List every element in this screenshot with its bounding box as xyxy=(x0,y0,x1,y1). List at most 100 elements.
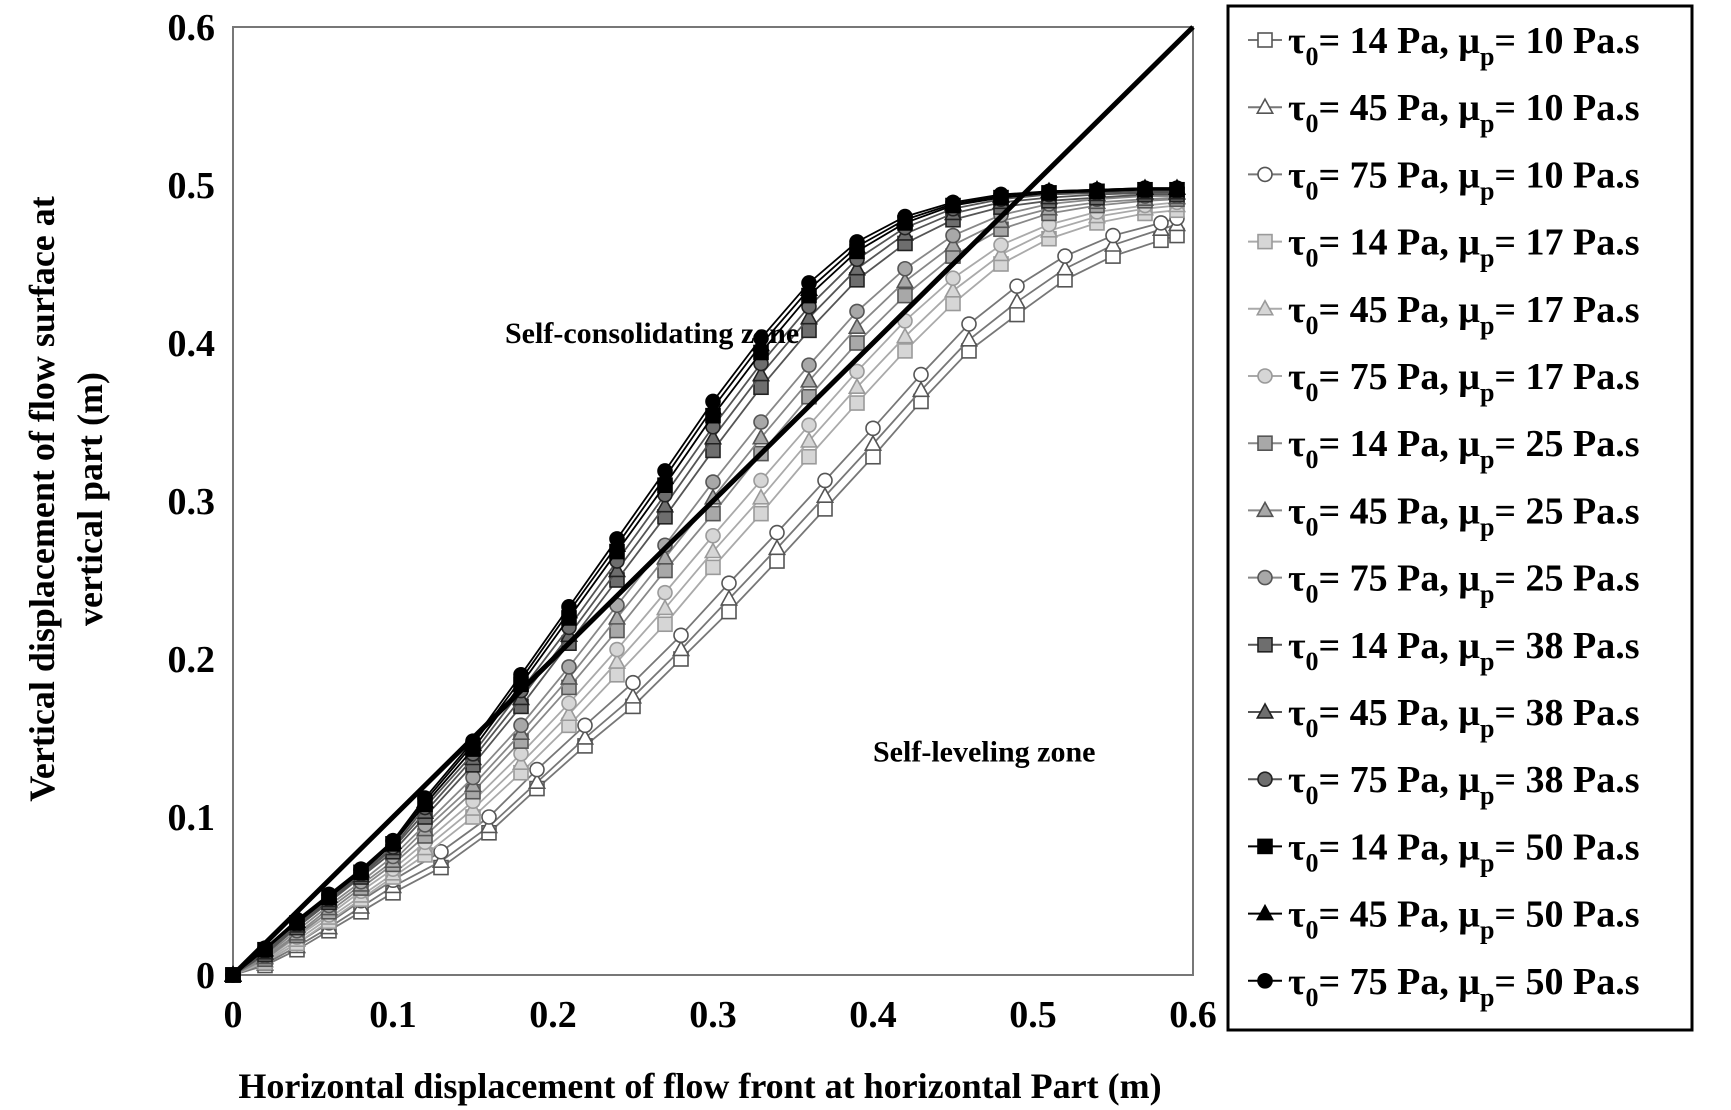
legend-label: τ0= 14 Pa, μp= 25 Pa.s xyxy=(1288,423,1640,474)
series-3-point xyxy=(865,420,881,437)
series-9-point xyxy=(705,474,721,490)
series-8-point xyxy=(607,608,627,625)
series-3-point xyxy=(817,472,833,489)
series-1-point xyxy=(721,603,737,620)
series-15-point xyxy=(1137,180,1153,196)
series-8-point xyxy=(943,235,963,252)
series-7-point xyxy=(849,335,865,351)
series-15-point xyxy=(385,832,401,849)
series-4-point xyxy=(945,295,961,312)
series-6-point xyxy=(753,472,769,489)
legend-entry: τ0= 14 Pa, μp= 38 Pa.s xyxy=(1248,625,1640,676)
series-2-point xyxy=(1103,235,1123,252)
series-9-point xyxy=(801,357,817,373)
series-3-point xyxy=(1153,215,1169,231)
legend-label: τ0= 14 Pa, μp= 10 Pa.s xyxy=(1288,20,1640,71)
series-5-point xyxy=(607,652,627,669)
series-6-point xyxy=(801,417,817,433)
series-1-point xyxy=(817,501,833,517)
y-axis-title-line-1: Vertical displacement of flow surface at xyxy=(22,196,62,802)
x-tick-label: 0.6 xyxy=(1169,994,1217,1036)
series-3-point xyxy=(721,575,737,591)
y-tick-label: 0.3 xyxy=(168,481,216,523)
series-3-point xyxy=(1009,278,1025,294)
series-2-point xyxy=(767,538,787,556)
series-11-point xyxy=(655,496,675,513)
series-4-point xyxy=(609,666,625,683)
x-tick-label: 0.1 xyxy=(369,994,417,1036)
legend-entry: τ0= 75 Pa, μp= 10 Pa.s xyxy=(1248,154,1640,205)
legend-entry: τ0= 45 Pa, μp= 17 Pa.s xyxy=(1248,289,1640,340)
legend-entry: τ0= 45 Pa, μp= 50 Pa.s xyxy=(1248,894,1640,945)
y-tick-label: 0.6 xyxy=(168,7,216,49)
series-2-point xyxy=(623,687,643,704)
x-axis-title: Horizontal displacement of flow front at… xyxy=(238,1066,1161,1106)
series-11-point xyxy=(799,308,819,325)
legend-entry: τ0= 45 Pa, μp= 25 Pa.s xyxy=(1248,490,1640,541)
legend: τ0= 14 Pa, μp= 10 Pa.s τ0= 45 Pa, μp= 10 … xyxy=(1248,20,1640,1012)
series-9-point xyxy=(849,303,865,320)
series-8-point xyxy=(895,271,915,289)
legend-label: τ0= 45 Pa, μp= 17 Pa.s xyxy=(1288,289,1640,340)
legend-swatch-marker xyxy=(1257,972,1273,989)
x-tick-label: 0 xyxy=(224,994,243,1036)
series-5-point xyxy=(799,431,819,448)
series-5-point xyxy=(895,326,915,344)
series-8-point xyxy=(559,668,579,685)
series-8-point xyxy=(799,371,819,388)
legend-swatch-marker xyxy=(1257,771,1273,788)
series-1-point xyxy=(1009,306,1025,323)
series-15-point xyxy=(945,194,961,211)
legend-swatch-marker xyxy=(1257,233,1273,250)
legend-label: τ0= 14 Pa, μp= 17 Pa.s xyxy=(1288,222,1640,273)
series-3-point xyxy=(433,843,449,860)
series-3-point xyxy=(1057,248,1073,264)
legend-swatch-marker xyxy=(1257,368,1273,384)
series-15-point xyxy=(513,666,529,683)
series-5-point xyxy=(655,598,675,616)
series-1-point xyxy=(769,553,785,569)
series-2-point xyxy=(815,486,835,504)
series-3-point xyxy=(961,316,977,332)
legend-label: τ0= 14 Pa, μp= 38 Pa.s xyxy=(1288,625,1640,676)
series-3-point xyxy=(577,717,593,734)
series-15-point xyxy=(321,886,337,903)
series-6-point xyxy=(945,270,961,287)
series-9-point xyxy=(897,260,913,277)
y-tick-label: 0.5 xyxy=(168,165,216,207)
legend-label: τ0= 45 Pa, μp= 38 Pa.s xyxy=(1288,692,1640,743)
zone-label: Self-consolidating zone xyxy=(505,317,799,350)
series-4-point xyxy=(705,559,721,576)
legend-entry: τ0= 45 Pa, μp= 38 Pa.s xyxy=(1248,692,1640,743)
series-2-point xyxy=(671,639,691,657)
legend-entry: τ0= 75 Pa, μp= 50 Pa.s xyxy=(1248,961,1640,1012)
y-axis-title-line-2: vertical part (m) xyxy=(70,372,110,626)
series-4-point xyxy=(657,616,673,633)
series-10-point xyxy=(801,322,817,339)
legend-swatch-marker xyxy=(1255,903,1275,921)
series-6-point xyxy=(993,237,1009,253)
annotations: Self-consolidating zone Self-leveling zon… xyxy=(505,317,1095,769)
series-5-point xyxy=(847,377,867,394)
series-2-point xyxy=(959,330,979,347)
series-15-point xyxy=(1169,180,1185,196)
legend-swatch-marker xyxy=(1257,166,1273,183)
legend-label: τ0= 75 Pa, μp= 50 Pa.s xyxy=(1288,961,1640,1012)
series-2-point xyxy=(575,728,595,745)
legend-swatch-marker xyxy=(1257,569,1273,586)
series-3-point xyxy=(1105,227,1121,244)
series-11-point xyxy=(847,259,867,276)
series-8-point xyxy=(751,428,771,445)
series-15-point xyxy=(353,861,369,877)
series-4-point xyxy=(849,395,865,411)
series-5-point xyxy=(751,488,771,505)
series-15-point xyxy=(753,330,769,347)
legend-entry: τ0= 75 Pa, μp= 17 Pa.s xyxy=(1248,356,1640,407)
y-tick-label: 0 xyxy=(196,955,215,997)
series-3-point xyxy=(529,761,545,778)
series-4-point xyxy=(753,505,769,522)
series-15-point xyxy=(705,393,721,410)
x-tick-label: 0.2 xyxy=(529,994,577,1036)
series-5-point xyxy=(703,541,723,559)
